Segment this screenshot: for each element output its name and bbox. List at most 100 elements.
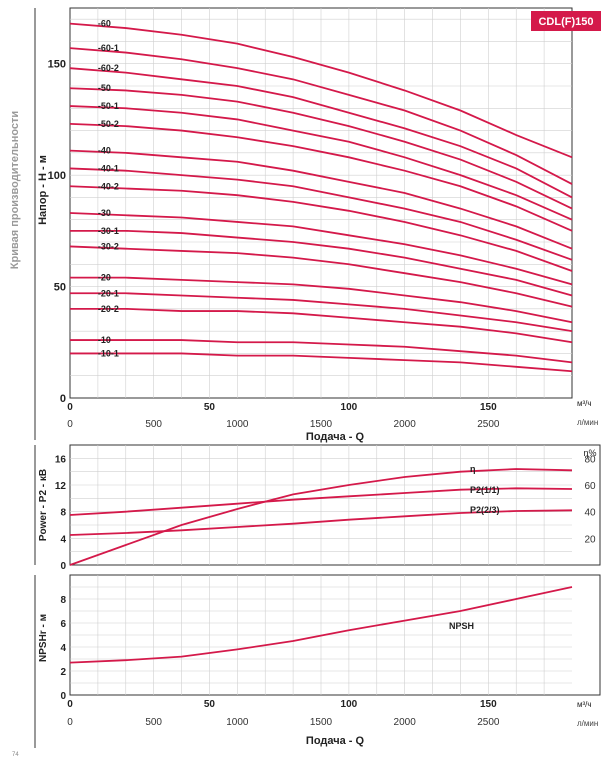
head-curve bbox=[69, 105, 573, 221]
npsh-y-ticks: 0 2 4 6 8 bbox=[60, 595, 66, 702]
head-curve-label: -30-1 bbox=[98, 226, 119, 236]
npsh-x-tick-lmin: 1500 bbox=[310, 717, 333, 728]
npsh-y-tick-label: 4 bbox=[60, 643, 66, 654]
head-curve-label: -20-2 bbox=[98, 304, 119, 314]
head-curve-label: -20 bbox=[98, 273, 111, 283]
npsh-curve bbox=[69, 586, 573, 664]
head-curve bbox=[69, 67, 573, 199]
npsh-x-tick-m3h: 50 bbox=[204, 699, 216, 710]
npsh-y-tick-label: 8 bbox=[60, 595, 66, 606]
head-unit-lmin: л/мин bbox=[577, 418, 598, 427]
head-curve bbox=[69, 87, 573, 210]
head-x-axis-label: Подача - Q bbox=[306, 431, 365, 443]
head-y-tick-label: 50 bbox=[54, 282, 66, 294]
head-curve bbox=[69, 47, 573, 185]
npsh-curve-label: NPSH bbox=[449, 621, 474, 631]
npsh-x-axis-label: Подача - Q bbox=[306, 735, 365, 747]
head-curve-label: -40-2 bbox=[98, 181, 119, 191]
npsh-unit-lmin: л/мин bbox=[577, 719, 598, 728]
page-number: 74 bbox=[12, 752, 19, 757]
head-x-tick-lmin: 0 bbox=[67, 419, 73, 430]
head-curve-label: -50 bbox=[98, 83, 111, 93]
head-curve bbox=[69, 185, 573, 272]
head-y-tick-label: 0 bbox=[60, 393, 66, 405]
head-unit-m3h: м³/ч bbox=[577, 399, 592, 408]
npsh-x-ticks: 0 50 100 1500 500 1000 1500 2000 2500 bbox=[67, 699, 500, 728]
npsh-x-tick-m3h: 0 bbox=[67, 699, 73, 710]
power-y-ticks: 0 4 8 12 16 bbox=[55, 454, 67, 572]
head-x-tick-m3h: 100 bbox=[341, 402, 358, 413]
head-curve-label: -10 bbox=[98, 335, 111, 345]
head-x-tick-lmin: 1000 bbox=[226, 419, 249, 430]
power-y-tick-label: 16 bbox=[55, 454, 67, 465]
head-curve bbox=[69, 212, 573, 286]
power-curve bbox=[69, 468, 573, 566]
head-curve bbox=[69, 245, 573, 308]
head-curve-label: -40-1 bbox=[98, 163, 119, 173]
power-y2-tick-label: 60 bbox=[584, 481, 596, 492]
head-curve bbox=[70, 292, 573, 333]
head-grid bbox=[70, 8, 572, 398]
npsh-y-tick-label: 6 bbox=[60, 619, 66, 630]
power-y-tick-label: 8 bbox=[60, 508, 66, 519]
npsh-x-tick-lmin: 2000 bbox=[394, 717, 417, 728]
head-x-tick-lmin: 1500 bbox=[310, 419, 333, 430]
power-y-tick-label: 12 bbox=[55, 481, 67, 492]
npsh-x-tick-m3h: 100 bbox=[341, 699, 358, 710]
npsh-y-tick-label: 2 bbox=[60, 667, 66, 678]
head-curve bbox=[70, 276, 573, 324]
head-chart-panel: -60 -60-1 -60-2 -50 -50-1 -50-2 -40 -40-1 -40-2 -… bbox=[34, 7, 601, 443]
head-x-tick-lmin: 2500 bbox=[477, 419, 500, 430]
head-curves bbox=[69, 22, 573, 373]
npsh-unit-m3h: м³/ч bbox=[577, 700, 592, 709]
head-curve bbox=[69, 149, 573, 250]
power-curve bbox=[69, 487, 573, 516]
npsh-x-tick-lmin: 0 bbox=[67, 717, 73, 728]
head-curve bbox=[70, 339, 573, 364]
power-label-p2-full: P2(1/1) bbox=[470, 485, 500, 495]
head-curve-label: -60-2 bbox=[98, 63, 119, 73]
head-x-ticks: 0 50 100 1500 500 1000 1500 2000 2500 bbox=[67, 402, 500, 430]
power-plot-frame bbox=[69, 444, 601, 566]
head-x-tick-m3h: 50 bbox=[204, 402, 216, 413]
head-x-tick-lmin: 2000 bbox=[394, 419, 417, 430]
power-y-tick-label: 4 bbox=[60, 534, 66, 545]
power-curve bbox=[69, 509, 573, 536]
head-curve-label: -50-2 bbox=[98, 119, 119, 129]
model-badge-bg bbox=[531, 11, 601, 31]
head-x-tick-m3h: 0 bbox=[67, 402, 73, 413]
head-x-tick-lmin: 500 bbox=[145, 419, 162, 430]
head-curve-label: -20-1 bbox=[98, 288, 119, 298]
head-curve bbox=[70, 307, 573, 344]
head-curve bbox=[70, 352, 573, 373]
npsh-x-tick-lmin: 2500 bbox=[477, 717, 500, 728]
model-badge: CDL(F)150 bbox=[538, 16, 593, 28]
head-curve-label: -60 bbox=[98, 19, 111, 29]
head-curve bbox=[69, 122, 573, 232]
power-y-tick-label: 0 bbox=[60, 561, 66, 572]
head-y-ticks: 0 50 100 150 bbox=[48, 59, 66, 405]
npsh-y-axis-label: NPSHr - м bbox=[38, 614, 49, 662]
power-y2-tick-label: 80 bbox=[584, 454, 596, 465]
head-curve-label: -30 bbox=[98, 208, 111, 218]
power-y2-tick-label: 40 bbox=[584, 508, 596, 519]
head-curve-label: -40 bbox=[98, 146, 111, 156]
power-y2-tick-label: 20 bbox=[584, 534, 596, 545]
npsh-x-tick-lmin: 1000 bbox=[226, 717, 249, 728]
head-curve-labels: -60 -60-1 -60-2 -50 -50-1 -50-2 -40 -40-1 -40-2 -… bbox=[98, 19, 119, 359]
head-x-tick-m3h: 150 bbox=[480, 402, 497, 413]
head-curve-label: -10-1 bbox=[98, 348, 119, 358]
head-curve-label: -50-1 bbox=[98, 101, 119, 111]
npsh-x-tick-m3h: 150 bbox=[480, 699, 497, 710]
side-title: Кривая производительности bbox=[9, 111, 21, 269]
power-curves bbox=[69, 468, 573, 566]
head-curve bbox=[70, 229, 573, 297]
power-y2-axis-label: η% bbox=[583, 448, 596, 458]
power-label-p2-twothirds: P2(2/3) bbox=[470, 505, 500, 515]
head-y-tick-label: 100 bbox=[48, 170, 66, 182]
npsh-y-tick-label: 0 bbox=[60, 691, 66, 702]
head-curve bbox=[69, 167, 573, 261]
